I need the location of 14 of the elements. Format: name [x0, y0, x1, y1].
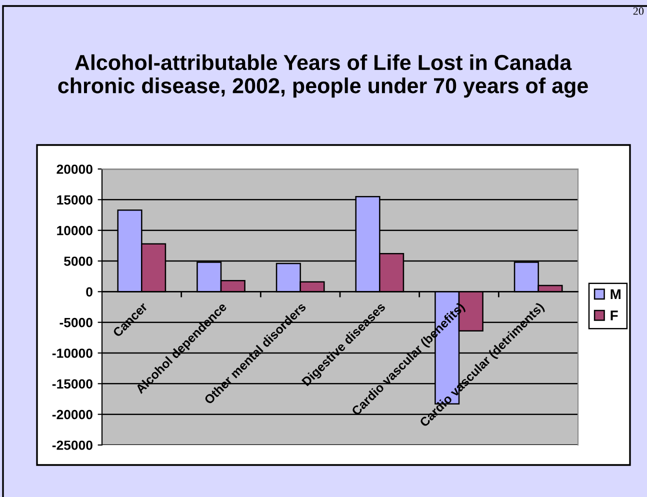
y-tick-label: -5000	[60, 318, 92, 328]
y-tick-label: 5000	[64, 256, 92, 266]
y-tick-label: 20000	[56, 164, 92, 174]
legend-label: F	[610, 310, 618, 320]
y-tick-label: 10000	[57, 226, 92, 236]
text: 20	[633, 7, 644, 15]
y-tick-label: 0	[86, 287, 92, 297]
y-tick-label: -15000	[52, 379, 92, 389]
y-tick-label: -20000	[52, 410, 92, 420]
chart-title: Alcohol-attributable Years of Life Lost in Canada chronic disease, 2002, people under 70 years of age	[58, 54, 588, 98]
legend-label: M	[610, 289, 620, 299]
y-tick-label: -25000	[52, 440, 92, 450]
y-tick-label: 15000	[57, 195, 92, 205]
y-tick-label: -10000	[52, 348, 92, 358]
